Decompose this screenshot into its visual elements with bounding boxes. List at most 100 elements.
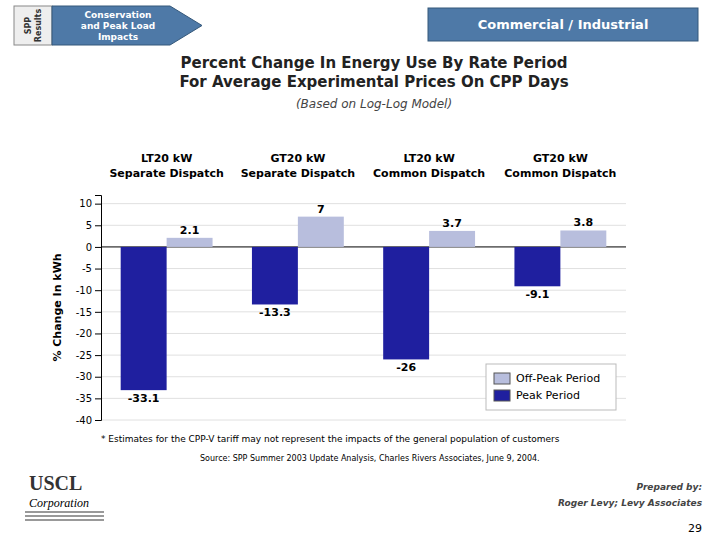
legend-swatch: [494, 373, 510, 384]
text-line: Conservation: [84, 10, 151, 20]
legend-swatch: [494, 390, 510, 401]
y-tick-label: -25: [76, 350, 92, 361]
bar: [252, 247, 298, 305]
legend-label: Peak Period: [516, 389, 580, 402]
legend: Off-Peak Period Peak Period: [486, 364, 616, 410]
source: Source: SPP Summer 2003 Update Analysis,…: [200, 454, 540, 463]
bar: [514, 247, 560, 286]
bar: [383, 247, 429, 360]
y-tick-label: -35: [76, 393, 92, 404]
legend-item: Peak Period: [494, 389, 580, 402]
header-box-left: [14, 6, 52, 45]
grid: [101, 204, 626, 420]
text-line: GT20 kW: [533, 152, 588, 165]
y-tick: 5: [86, 220, 101, 231]
text-line: LT20 kW: [141, 152, 192, 165]
logo-name: USCL: [29, 472, 82, 494]
arrow-label: Conservationand Peak LoadImpacts: [81, 10, 155, 42]
bar: [429, 231, 475, 247]
y-tick-mark: [95, 269, 101, 270]
y-tick: -40: [76, 415, 101, 426]
category-labels: LT20 kW Separate Dispatch GT20 kW Separate …: [109, 152, 616, 180]
bar: [167, 238, 213, 247]
category-label: GT20 kW Common Dispatch: [504, 152, 616, 180]
y-tick-mark: [95, 225, 101, 226]
y-axis: 10 5 0 -5 -10 -15 -20 -25 -30 -35 -40: [76, 196, 102, 426]
text-line: Separate Dispatch: [241, 167, 355, 180]
logo-rule: [25, 515, 104, 517]
y-tick-mark: [95, 420, 101, 421]
logo-subname: Corporation: [29, 496, 89, 510]
y-tick: -20: [76, 328, 101, 339]
y-tick: -30: [76, 371, 101, 382]
logo-rule: [25, 519, 104, 521]
text-line: GT20 kW: [270, 152, 325, 165]
data-label: -26: [396, 361, 416, 374]
grid-line: [101, 333, 626, 334]
title: Percent Change In Energy Use By Rate Per…: [179, 54, 568, 91]
grid-line: [101, 203, 626, 204]
footnote: * Estimates for the CPP-V tariff may not…: [101, 434, 560, 444]
y-tick-mark: [95, 355, 101, 356]
y-tick: -15: [76, 307, 101, 318]
data-label: -33.1: [128, 392, 160, 405]
y-tick-mark: [95, 398, 101, 399]
text-line: Impacts: [98, 32, 138, 42]
data-label: 2.1: [180, 224, 200, 237]
grid-line: [101, 355, 626, 356]
y-tick-mark: [95, 247, 101, 248]
text-line: and Peak Load: [81, 21, 155, 31]
y-tick: 10: [79, 198, 101, 209]
category-label: GT20 kW Separate Dispatch: [241, 152, 355, 180]
y-tick-label: 10: [79, 198, 92, 209]
category-label: LT20 kW Separate Dispatch: [109, 152, 223, 180]
logo-rule: [25, 511, 104, 513]
data-label: -13.3: [259, 306, 291, 319]
y-tick: -10: [76, 285, 101, 296]
text-line: SPP: [24, 17, 33, 35]
y-tick-mark: [95, 290, 101, 291]
bar: [121, 247, 167, 390]
legend-item: Off-Peak Period: [494, 372, 600, 385]
y-tick-label: 5: [86, 220, 92, 231]
grid-line: [101, 311, 626, 312]
y-tick: -25: [76, 350, 101, 361]
category-label: LT20 kW Common Dispatch: [373, 152, 485, 180]
y-tick-label: -10: [76, 285, 92, 296]
y-tick-label: -20: [76, 328, 92, 339]
text-line: Common Dispatch: [504, 167, 616, 180]
text-line: LT20 kW: [403, 152, 454, 165]
chart: SPPResults Conservationand Peak LoadImpac…: [0, 0, 720, 540]
y-tick-mark: [95, 333, 101, 334]
subtitle: (Based on Log-Log Model): [296, 97, 452, 111]
y-tick: 0: [86, 242, 101, 253]
legend-box: [486, 364, 616, 410]
y-tick: -35: [76, 393, 101, 404]
text-line: Common Dispatch: [373, 167, 485, 180]
commercial-label: Commercial / Industrial: [478, 17, 649, 32]
data-label: -9.1: [525, 288, 549, 301]
page-number: 29: [688, 522, 702, 535]
y-tick: -5: [82, 263, 101, 274]
y-tick-label: 0: [86, 242, 92, 253]
header-box-right: [428, 8, 698, 41]
prepared-name: Roger Levy; Levy Associates: [558, 498, 703, 508]
text-line: Separate Dispatch: [109, 167, 223, 180]
y-axis-title: % Change In kWh: [51, 253, 64, 361]
y-tick-label: -30: [76, 371, 92, 382]
grid-line: [101, 420, 626, 421]
y-tick-mark: [95, 312, 101, 313]
legend-label: Off-Peak Period: [516, 372, 600, 385]
text-line: For Average Experimental Prices On CPP D…: [179, 73, 568, 91]
data-label: 3.7: [442, 217, 462, 230]
y-tick-mark: [95, 377, 101, 378]
data-label: 3.8: [574, 216, 594, 229]
header-arrow: [52, 6, 202, 45]
y-axis-line: [95, 196, 102, 421]
y-tick-label: -15: [76, 307, 92, 318]
text-line: Results: [34, 9, 43, 43]
data-label: 7: [317, 203, 325, 216]
background: [0, 0, 720, 540]
y-tick-label: -5: [82, 263, 92, 274]
text-line: Percent Change In Energy Use By Rate Per…: [181, 54, 568, 72]
